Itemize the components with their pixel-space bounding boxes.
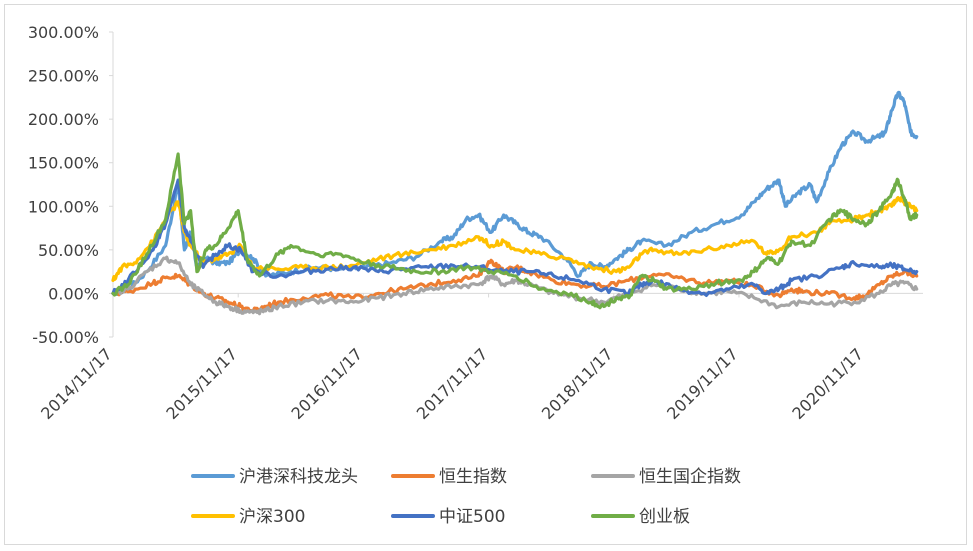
y-tick-label: 0.00% bbox=[48, 284, 99, 303]
series-layer bbox=[111, 90, 919, 316]
y-tick-label: -50.00% bbox=[32, 328, 99, 347]
series-line bbox=[111, 90, 919, 296]
series-line bbox=[111, 255, 919, 316]
legend-label: 恒生国企指数 bbox=[639, 467, 741, 487]
x-tick-label: 2014/11/17 bbox=[37, 344, 116, 423]
y-tick-label: 200.00% bbox=[28, 110, 99, 129]
x-tick-label: 2015/11/17 bbox=[162, 344, 241, 423]
legend-label: 沪深300 bbox=[239, 507, 305, 527]
y-tick-label: 100.00% bbox=[28, 197, 99, 216]
legend-label: 沪港深科技龙头 bbox=[239, 467, 358, 487]
legend-label: 创业板 bbox=[639, 507, 690, 527]
y-axis: 300.00% 250.00% 200.00% 150.00% 100.00% 50.00… bbox=[28, 23, 113, 347]
x-tick-label: 2017/11/17 bbox=[413, 344, 492, 423]
x-tick-label: 2018/11/17 bbox=[538, 344, 617, 423]
y-tick-label: 150.00% bbox=[28, 154, 99, 173]
y-tick-label: 300.00% bbox=[28, 23, 99, 42]
x-tick-label: 2016/11/17 bbox=[288, 344, 367, 423]
x-tick-label: 2020/11/17 bbox=[788, 344, 867, 423]
x-tick-label: 2019/11/17 bbox=[663, 344, 742, 423]
grid-layer bbox=[112, 32, 923, 337]
y-tick-label: 50.00% bbox=[38, 241, 99, 260]
legend-label: 中证500 bbox=[439, 507, 505, 527]
series-line bbox=[111, 152, 919, 310]
x-axis: 2014/11/17 2015/11/17 2016/11/17 2017/11/17… bbox=[37, 293, 867, 423]
line-chart: 300.00% 250.00% 200.00% 150.00% 100.00% 50.00… bbox=[28, 23, 923, 527]
y-tick-label: 250.00% bbox=[28, 67, 99, 86]
legend-label: 恒生指数 bbox=[439, 467, 507, 487]
series-line bbox=[111, 178, 919, 297]
chart-frame: 300.00% 250.00% 200.00% 150.00% 100.00% 50.00… bbox=[4, 4, 967, 545]
